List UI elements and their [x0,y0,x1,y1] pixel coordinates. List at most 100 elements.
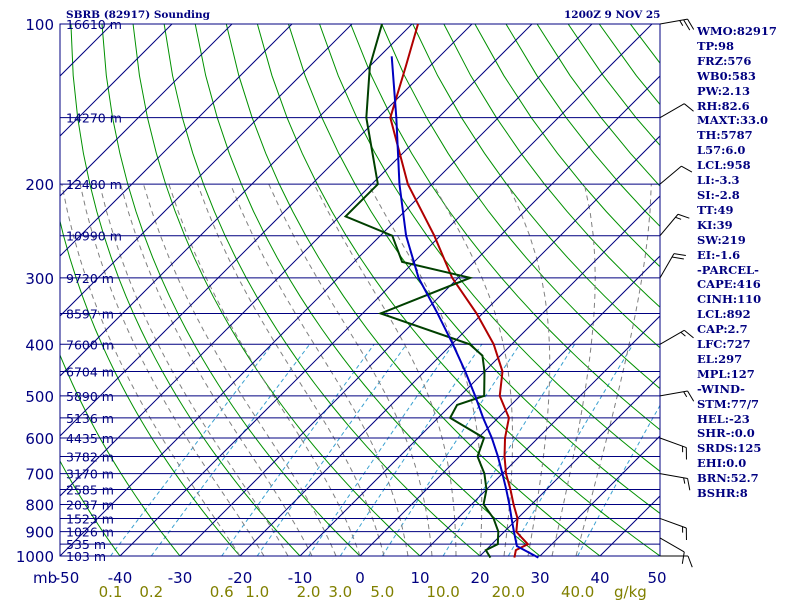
stat-line: LFC:727 [697,337,751,352]
chart-time: 1200Z 9 NOV 25 [564,9,661,21]
stat-line: PW:2.13 [697,83,751,98]
pressure-tick-label: 300 [25,270,54,288]
stat-line: LCL:958 [697,158,751,173]
dry-adiabat-line [287,24,660,514]
stat-line: LI:-3.3 [697,173,740,188]
stat-line: -WIND- [697,381,745,396]
stat-line: MAXT:33.0 [697,113,768,128]
temperature-tick-label: 50 [647,569,666,587]
stat-line: FRZ:576 [697,53,752,68]
mixing-ratio-label: 1.0 [245,583,269,600]
pressure-tick-label: 800 [25,496,54,514]
isotherm-line [60,24,473,437]
moist-adiabat-line [61,184,241,556]
temperature-tick-label: -50 [55,569,80,587]
mixing-ratio-unit: g/kg [614,583,647,600]
temperature-tick-label: -20 [228,569,253,587]
height-label: 3170 m [66,467,114,482]
stat-line: LCL:892 [697,307,751,322]
moist-adiabat-line [99,184,289,556]
moist-adiabat-line [79,184,265,556]
height-label: 1026 m [66,525,114,540]
pressure-tick-label: 1000 [16,548,54,566]
mixing-ratio-label: 0.6 [210,583,234,600]
wind-barb [659,437,687,460]
stat-line: HEL:-23 [697,411,750,426]
temperature-tick-label: 40 [590,569,609,587]
isotherm-line [60,24,593,556]
isotherm-line [419,315,660,556]
isotherm-line [60,24,533,497]
height-label: 7600 m [66,337,114,352]
wind-barb [659,537,685,564]
height-label: 8597 m [66,306,114,321]
height-label: 16610 m [66,17,122,32]
stat-line: CAP:2.7 [697,322,748,337]
mixing-ratio-line [221,344,375,556]
isotherm-line [60,24,353,317]
stat-line: BRN:52.7 [697,471,759,486]
plot-frame [59,23,661,557]
isotherm-line [299,195,660,556]
wind-barb [659,253,686,279]
stat-line: WB0:583 [697,68,756,83]
height-label: 12480 m [66,177,122,192]
height-label: 6704 m [66,365,114,380]
height-label: 5136 m [66,411,114,426]
stat-line: EL:297 [697,351,743,366]
mixing-ratio-label: 2.0 [297,583,321,600]
stat-line: -PARCEL- [697,262,759,277]
mixing-ratio-line [339,344,483,556]
mixing-ratio-label: 10.0 [426,583,459,600]
stat-line: MPL:127 [697,366,755,381]
moist-adiabat-line [229,183,409,556]
wind-barb [659,18,695,31]
mixing-ratio-line [110,343,273,556]
mixing-ratio-label: 0.2 [139,583,163,600]
pressure-tick-label: 900 [25,524,54,542]
pressure-tick-label: 500 [25,388,54,406]
isotherm-line [239,135,660,556]
isotherm-line [119,24,653,556]
stat-line: BSHR:8 [697,486,748,501]
wind-barb [659,517,687,541]
temperature-trace [389,23,530,558]
stat-line: CINH:110 [697,292,762,307]
wind-barb [659,473,691,491]
stat-line: SHR-:0.0 [697,426,755,441]
pressure-tick-label: 100 [25,16,54,34]
isotherm-line [179,75,660,556]
height-label: 1523 m [66,511,114,526]
wind-barb [659,390,695,402]
temperature-tick-label: 0 [355,569,365,587]
stat-line: SRDS:125 [697,441,762,456]
height-label: 103 m [66,549,106,564]
pressure-tick-label: 400 [25,336,54,354]
temperature-tick-label: 10 [410,569,429,587]
moist-adiabat-line [432,183,514,556]
dry-adiabat-line [132,24,421,556]
isotherm-line [60,24,233,197]
isotherm-line [359,255,660,556]
stat-line: KI:39 [697,217,733,232]
stat-line: TP:98 [697,38,735,53]
stat-line: SW:219 [697,232,746,247]
stat-line: EI:-1.6 [697,247,741,262]
stat-line: WMO:82917 [697,24,777,38]
wind-barb [659,103,694,119]
stat-line: STM:77/7 [697,396,760,411]
stat-line: TH:5787 [697,128,753,143]
stat-line: EHI:0.0 [697,456,747,471]
height-label: 9720 m [66,271,114,286]
isotherm-line [60,24,293,257]
parcel-trace [390,56,539,559]
wind-barb [659,213,690,237]
wind-barb [660,555,693,568]
height-label: 14270 m [66,111,122,126]
pressure-tick-label: 600 [25,430,54,448]
height-label: 10990 m [66,229,122,244]
mixing-ratio-line [308,344,454,556]
wind-barb [659,165,693,185]
mixing-ratio-label: 0.1 [99,583,123,600]
